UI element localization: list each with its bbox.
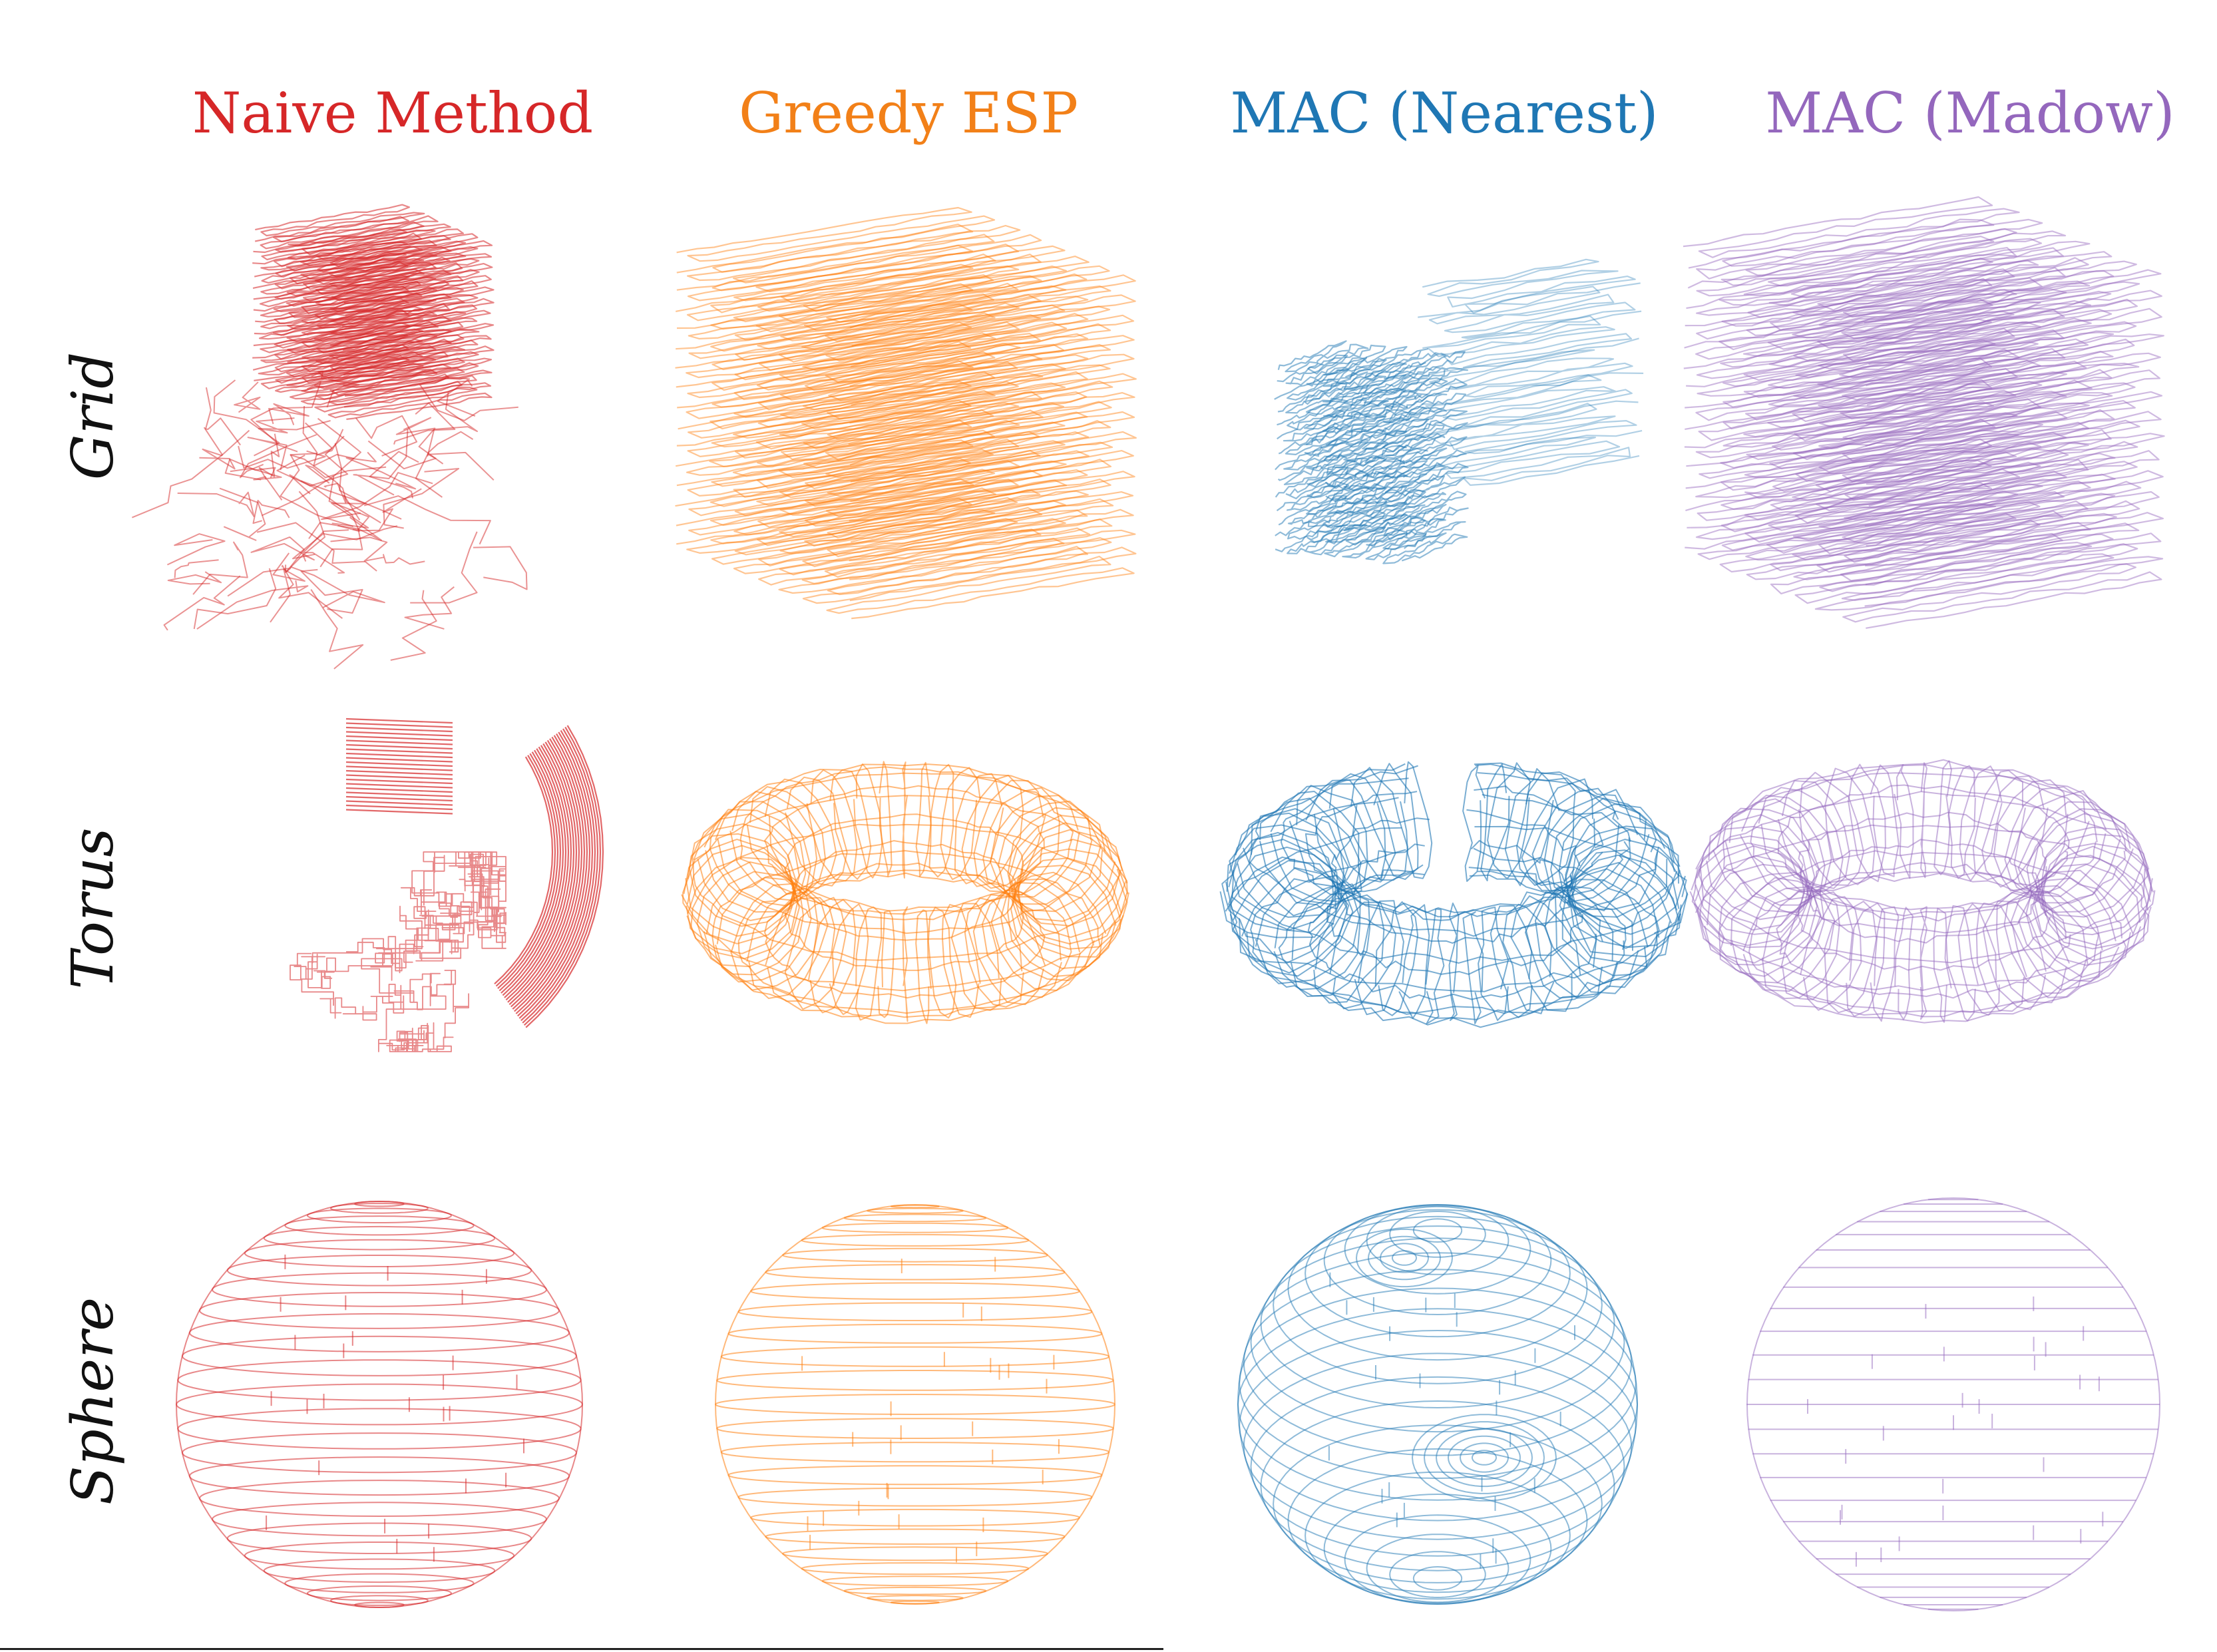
grid-naive-strands [132, 371, 528, 670]
sphere-mac-madow [1746, 1197, 2160, 1611]
torus-naive-bands [345, 718, 604, 1028]
bottom-rule [0, 1648, 1163, 1650]
torus-greedy [681, 761, 1129, 1024]
torus-naive-tangle [290, 851, 506, 1052]
torus-mac-nearest [1219, 761, 1689, 1028]
grid-naive-cube [252, 204, 495, 420]
grid-mac-madow-cube [1683, 196, 2165, 629]
column-title-greedy-esp: Greedy ESP [739, 81, 1078, 146]
sphere-naive [176, 1201, 583, 1608]
column-title-naive-method: Naive Method [192, 81, 594, 146]
torus-mac-madow [1689, 759, 2156, 1024]
column-title-mac-madow: MAC (Madow) [1765, 81, 2175, 146]
grid-mac-nearest-dense [1274, 340, 1469, 564]
grid-greedy-cube [675, 206, 1137, 620]
sphere-greedy [715, 1204, 1115, 1605]
sphere-mac-nearest [1237, 1204, 1638, 1605]
column-title-mac-nearest: MAC (Nearest) [1230, 81, 1659, 146]
grid-mac-nearest-sparse [1418, 258, 1644, 486]
